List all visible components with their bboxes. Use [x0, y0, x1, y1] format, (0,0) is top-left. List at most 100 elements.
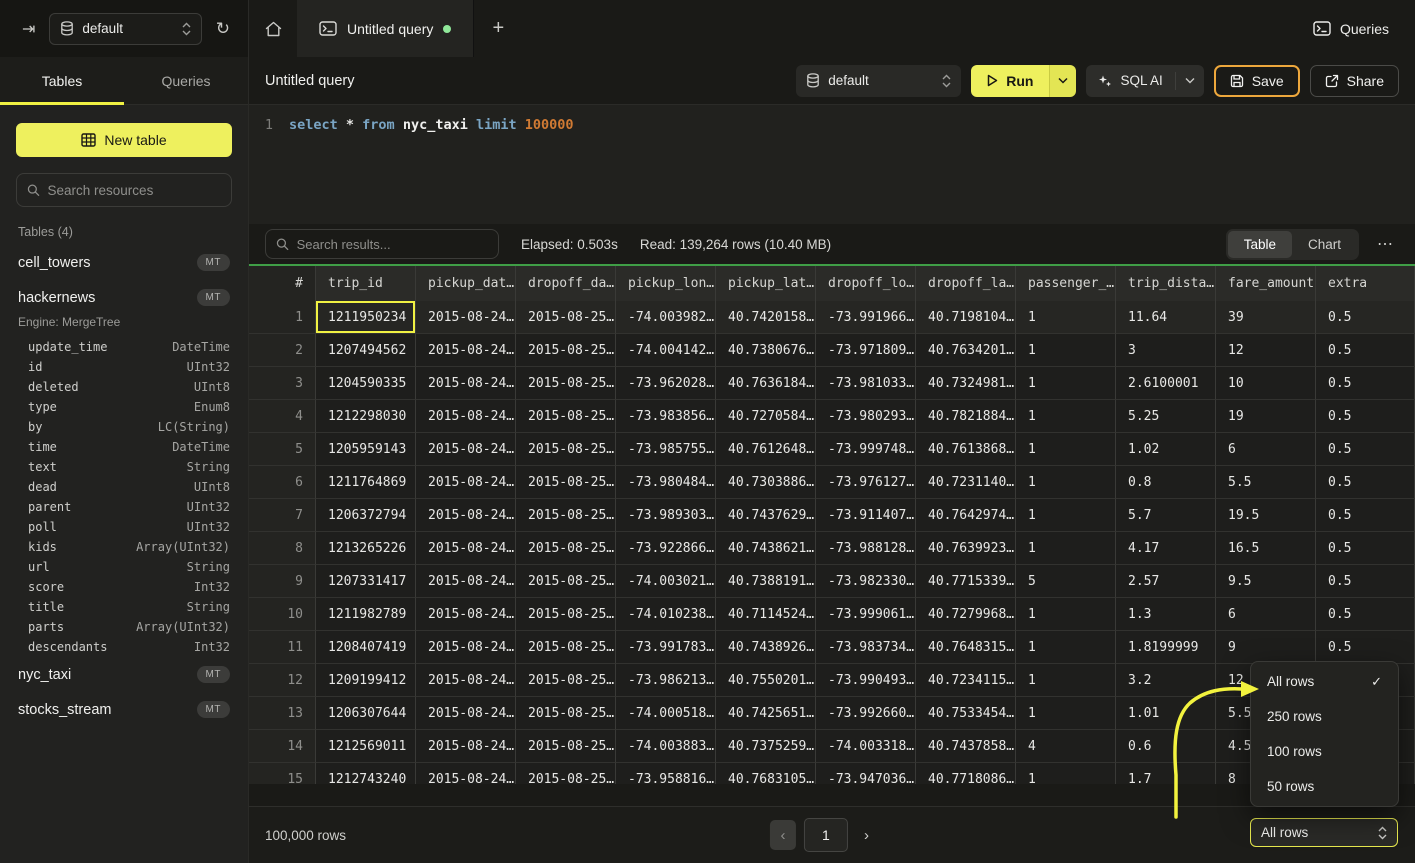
table-cell[interactable]: 40.7380676… [716, 334, 816, 367]
table-cell[interactable]: 40.7642974… [916, 499, 1016, 532]
table-cell[interactable]: 1207331417 [316, 565, 416, 598]
table-cell[interactable]: 2015-08-24… [416, 499, 516, 532]
column-header-trip_dista[interactable]: trip_dista… [1116, 266, 1216, 301]
sql-editor[interactable]: 1 select * from nyc_taxi limit 100000 [249, 105, 1415, 224]
column-row[interactable]: by LC(String) [16, 417, 232, 437]
table-cell[interactable]: 5.7 [1116, 499, 1216, 532]
table-cell[interactable]: -73.980484… [616, 466, 716, 499]
save-button[interactable]: Save [1213, 64, 1300, 97]
table-cell[interactable]: 40.7437858… [916, 730, 1016, 763]
sql-ai-options-button[interactable] [1174, 71, 1204, 90]
table-cell[interactable]: 0.6 [1116, 730, 1216, 763]
table-cell[interactable]: 40.7438926… [716, 631, 816, 664]
table-cell[interactable]: 0.5 [1316, 598, 1415, 631]
table-cell[interactable]: 1 [1016, 532, 1116, 565]
column-row[interactable]: parent UInt32 [16, 497, 232, 517]
table-cell[interactable]: 1212298030 [316, 400, 416, 433]
table-cell[interactable]: 2015-08-24… [416, 730, 516, 763]
table-cell[interactable]: 40.7550201… [716, 664, 816, 697]
table-cell[interactable]: 5.5 [1216, 466, 1316, 499]
table-cell[interactable]: 1 [1016, 763, 1116, 784]
table-cell[interactable]: 2015-08-24… [416, 664, 516, 697]
table-cell[interactable]: -73.982330… [816, 565, 916, 598]
table-cell[interactable]: 0.5 [1316, 400, 1415, 433]
table-cell[interactable]: 40.7612648… [716, 433, 816, 466]
table-cell[interactable]: 40.7613868… [916, 433, 1016, 466]
table-cell[interactable]: 6 [1216, 433, 1316, 466]
table-cell[interactable]: 1 [1016, 697, 1116, 730]
table-cell[interactable]: 0.5 [1316, 367, 1415, 400]
column-row[interactable]: time DateTime [16, 437, 232, 457]
table-cell[interactable]: 19.5 [1216, 499, 1316, 532]
tab-tables[interactable]: Tables [0, 57, 124, 105]
table-cell[interactable]: 1 [1016, 301, 1116, 334]
table-cell[interactable]: 40.7279968… [916, 598, 1016, 631]
table-cell[interactable]: 2015-08-24… [416, 334, 516, 367]
table-cell[interactable]: -73.947036… [816, 763, 916, 784]
sidebar-item-cell_towers[interactable]: cell_towers MT [16, 245, 232, 280]
new-table-button[interactable]: New table [16, 123, 232, 157]
table-cell[interactable]: 1 [1016, 598, 1116, 631]
table-cell[interactable]: 2015-08-24… [416, 301, 516, 334]
table-cell[interactable]: -74.004142… [616, 334, 716, 367]
table-cell[interactable]: -73.983856… [616, 400, 716, 433]
table-cell[interactable]: 1.02 [1116, 433, 1216, 466]
table-cell[interactable]: 40.7375259… [716, 730, 816, 763]
column-row[interactable]: title String [16, 597, 232, 617]
table-cell[interactable]: 1 [1016, 664, 1116, 697]
query-tab[interactable]: Untitled query [297, 0, 475, 57]
table-cell[interactable]: 1206372794 [316, 499, 416, 532]
column-row[interactable]: descendants Int32 [16, 637, 232, 657]
table-cell[interactable]: 40.7198104… [916, 301, 1016, 334]
column-header-trip_id[interactable]: trip_id [316, 266, 416, 301]
table-cell[interactable]: 1213265226 [316, 532, 416, 565]
table-cell[interactable]: 1 [1016, 334, 1116, 367]
table-cell[interactable]: 40.7324981… [916, 367, 1016, 400]
table-cell[interactable]: 6 [1216, 598, 1316, 631]
table-cell[interactable]: 1212569011 [316, 730, 416, 763]
table-cell[interactable]: 19 [1216, 400, 1316, 433]
column-header-pickup_lat[interactable]: pickup_lat… [716, 266, 816, 301]
table-cell[interactable]: 1204590335 [316, 367, 416, 400]
home-button[interactable] [249, 0, 297, 57]
table-cell[interactable]: 0.5 [1316, 565, 1415, 598]
column-row[interactable]: id UInt32 [16, 357, 232, 377]
share-button[interactable]: Share [1309, 64, 1399, 97]
table-cell[interactable]: 9.5 [1216, 565, 1316, 598]
column-header-extra[interactable]: extra [1316, 266, 1415, 301]
table-cell[interactable]: 0.5 [1316, 466, 1415, 499]
tab-queries[interactable]: Queries [161, 72, 211, 89]
column-row[interactable]: text String [16, 457, 232, 477]
table-cell[interactable]: 2015-08-25… [516, 499, 616, 532]
table-cell[interactable]: 1206307644 [316, 697, 416, 730]
table-cell[interactable]: 0.8 [1116, 466, 1216, 499]
table-cell[interactable]: -73.971809… [816, 334, 916, 367]
table-cell[interactable]: 1 [1016, 433, 1116, 466]
table-cell[interactable]: -74.010238… [616, 598, 716, 631]
results-search-input[interactable] [296, 236, 488, 252]
table-cell[interactable]: 2015-08-25… [516, 598, 616, 631]
column-row[interactable]: poll UInt32 [16, 517, 232, 537]
table-cell[interactable]: 1209199412 [316, 664, 416, 697]
table-cell[interactable]: 2015-08-25… [516, 367, 616, 400]
table-cell[interactable]: -73.992660… [816, 697, 916, 730]
table-cell[interactable]: 2015-08-24… [416, 763, 516, 784]
table-cell[interactable]: -74.000518… [616, 697, 716, 730]
table-cell[interactable]: 0.5 [1316, 631, 1415, 664]
table-cell[interactable]: 2015-08-24… [416, 367, 516, 400]
column-row[interactable]: kids Array(UInt32) [16, 537, 232, 557]
table-cell[interactable]: 40.7634201… [916, 334, 1016, 367]
table-cell[interactable]: 2015-08-24… [416, 598, 516, 631]
prev-page-button[interactable]: ‹ [769, 820, 796, 850]
table-cell[interactable]: -73.986213… [616, 664, 716, 697]
table-cell[interactable]: -73.991966… [816, 301, 916, 334]
table-cell[interactable]: -73.999748… [816, 433, 916, 466]
table-cell[interactable]: 1207494562 [316, 334, 416, 367]
sidebar-item-stocks_stream[interactable]: stocks_stream MT [16, 692, 232, 727]
table-cell[interactable]: 0.5 [1316, 499, 1415, 532]
table-cell[interactable]: -73.999061… [816, 598, 916, 631]
table-cell[interactable]: 1 [1016, 499, 1116, 532]
table-cell[interactable]: 40.7437629… [716, 499, 816, 532]
column-header-index[interactable]: # [249, 266, 316, 301]
table-cell[interactable]: -73.922866… [616, 532, 716, 565]
